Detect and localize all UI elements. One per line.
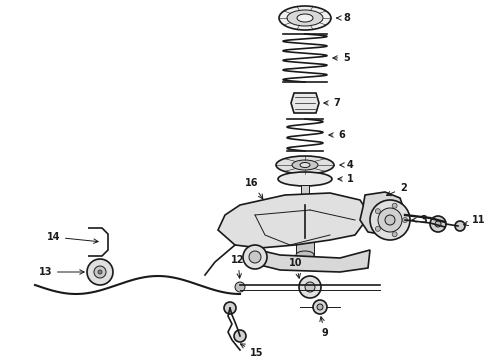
Polygon shape <box>248 248 370 272</box>
Text: 1: 1 <box>338 174 354 184</box>
Polygon shape <box>218 193 370 248</box>
Circle shape <box>435 221 441 227</box>
Text: 12: 12 <box>231 255 245 278</box>
Ellipse shape <box>279 6 331 30</box>
Text: 11: 11 <box>464 215 486 226</box>
Circle shape <box>249 251 261 263</box>
Ellipse shape <box>276 156 334 174</box>
Circle shape <box>98 270 102 274</box>
Text: 6: 6 <box>329 130 345 140</box>
Text: 9: 9 <box>320 317 328 338</box>
Text: 7: 7 <box>324 98 340 108</box>
Circle shape <box>455 221 465 231</box>
Circle shape <box>430 216 446 232</box>
Circle shape <box>224 302 236 314</box>
Circle shape <box>235 282 245 292</box>
Circle shape <box>385 215 395 225</box>
Text: 3: 3 <box>412 215 427 225</box>
Text: 8: 8 <box>337 13 350 23</box>
Polygon shape <box>360 192 405 235</box>
Circle shape <box>94 266 106 278</box>
Circle shape <box>243 245 267 269</box>
Circle shape <box>392 203 397 208</box>
Text: 5: 5 <box>333 53 350 63</box>
Circle shape <box>299 276 321 298</box>
Bar <box>296 225 314 255</box>
Text: 2: 2 <box>387 183 407 196</box>
Circle shape <box>305 282 315 292</box>
Circle shape <box>317 304 323 310</box>
Circle shape <box>375 226 380 231</box>
Ellipse shape <box>297 14 313 22</box>
Text: 4: 4 <box>340 160 354 170</box>
Ellipse shape <box>292 160 318 170</box>
Bar <box>301 185 309 225</box>
Ellipse shape <box>296 251 314 259</box>
Ellipse shape <box>287 10 323 26</box>
Circle shape <box>370 200 410 240</box>
Circle shape <box>402 217 408 222</box>
Circle shape <box>378 208 402 232</box>
Ellipse shape <box>278 172 332 186</box>
Polygon shape <box>291 93 319 113</box>
Circle shape <box>234 330 246 342</box>
Text: 15: 15 <box>241 344 264 358</box>
Circle shape <box>392 232 397 237</box>
Circle shape <box>87 259 113 285</box>
Text: 13: 13 <box>39 267 84 277</box>
Circle shape <box>313 300 327 314</box>
Text: 14: 14 <box>47 232 98 243</box>
Text: 10: 10 <box>289 258 303 278</box>
Text: 16: 16 <box>245 178 263 199</box>
Circle shape <box>375 209 380 214</box>
Ellipse shape <box>300 162 310 167</box>
